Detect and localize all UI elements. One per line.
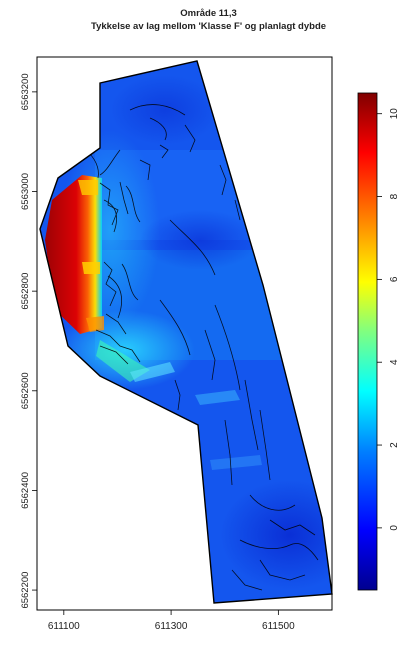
y-tick-label: 6562400: [20, 472, 31, 509]
colorbar-tick-label: 2: [389, 442, 400, 448]
x-tick-label: 611100: [48, 621, 80, 632]
x-tick-label: 611300: [155, 621, 188, 632]
contour-lines: [85, 104, 319, 591]
colorbar-tick-label: 4: [389, 359, 400, 365]
map-title: Område 11,3: [180, 8, 237, 19]
area-boundary: [39, 60, 333, 604]
y-tick-label: 6562200: [20, 572, 31, 609]
colorbar-tick-label: 0: [389, 525, 400, 531]
y-tick-label: 6562800: [20, 273, 31, 310]
y-tick-label: 6563200: [20, 73, 31, 110]
colorbar-tick-label: 10: [389, 108, 400, 120]
x-tick-label: 611500: [262, 621, 295, 632]
y-tick-label: 6562600: [20, 372, 31, 409]
colorbar: [357, 92, 378, 591]
colorbar-axis: 10 8 6 4 2 0: [377, 108, 400, 531]
map-subtitle: Tykkelse av lag mellom 'Klasse F' og pla…: [90, 21, 327, 32]
colorbar-tick-label: 6: [389, 276, 400, 282]
y-tick-label: 6563000: [20, 173, 31, 210]
colorbar-tick-label: 8: [389, 193, 400, 199]
x-axis: 611100 611300 611500: [48, 610, 295, 632]
y-axis: 6563200 6563000 6562800 6562600 6562400 65622…: [20, 73, 37, 609]
